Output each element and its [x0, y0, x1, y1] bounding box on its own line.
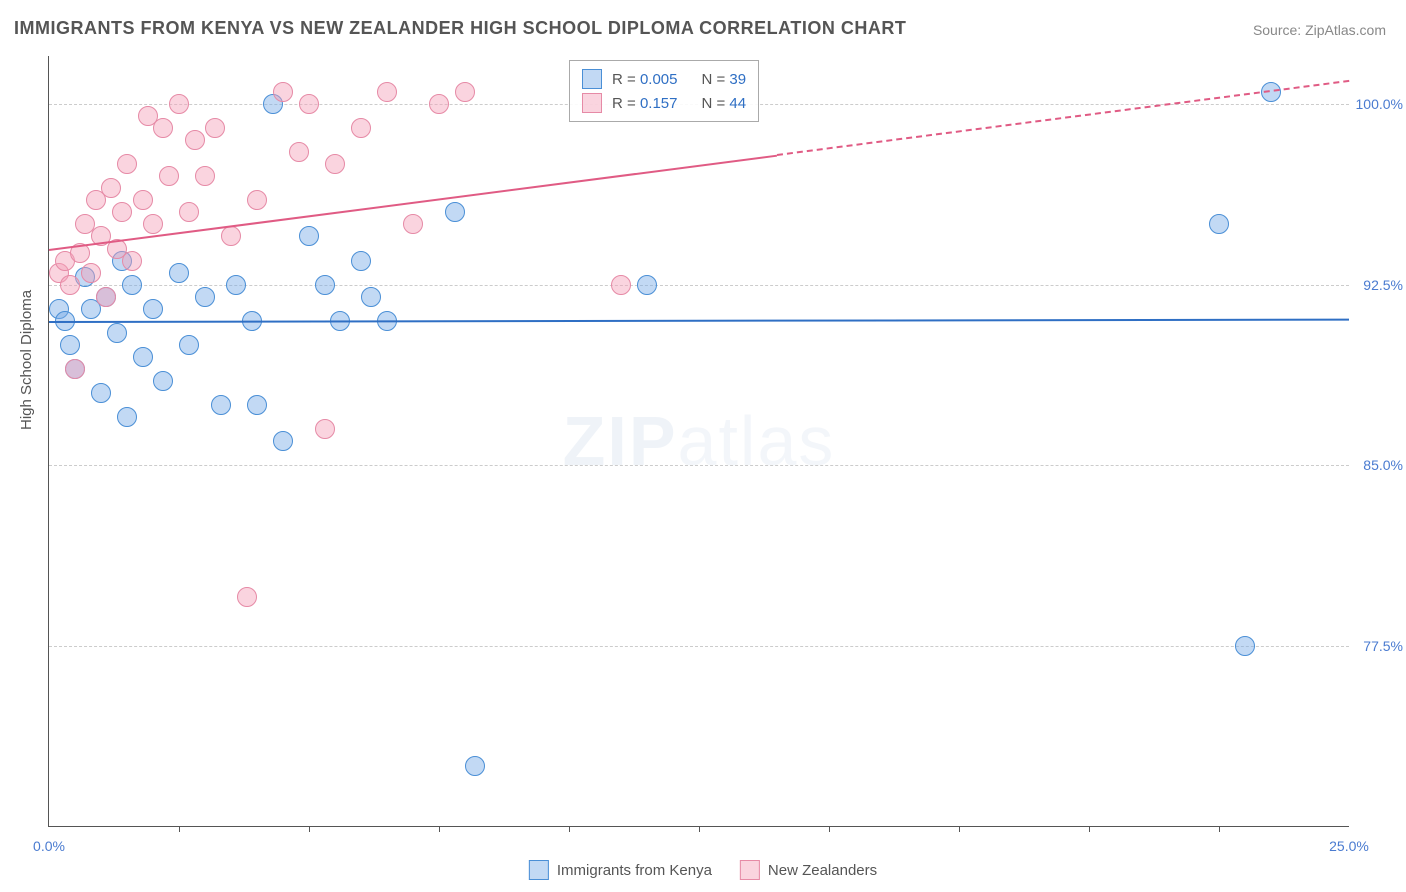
watermark: ZIPatlas — [563, 401, 836, 481]
bottom-legend-item: Immigrants from Kenya — [529, 860, 712, 880]
legend-swatch — [740, 860, 760, 880]
trend-line — [49, 154, 777, 250]
scatter-point — [226, 275, 246, 295]
scatter-point — [325, 154, 345, 174]
scatter-point — [237, 587, 257, 607]
scatter-point — [247, 190, 267, 210]
scatter-point — [455, 82, 475, 102]
x-tick-mark — [569, 826, 570, 832]
scatter-point — [299, 94, 319, 114]
scatter-point — [377, 82, 397, 102]
x-tick-label: 25.0% — [1329, 838, 1369, 854]
scatter-point — [112, 202, 132, 222]
y-axis-label: High School Diploma — [18, 290, 35, 430]
scatter-point — [351, 118, 371, 138]
scatter-point — [179, 335, 199, 355]
legend-r-label: R = 0.005 — [612, 71, 677, 88]
scatter-point — [247, 395, 267, 415]
scatter-point — [153, 371, 173, 391]
scatter-point — [611, 275, 631, 295]
scatter-point — [221, 226, 241, 246]
x-tick-mark — [1089, 826, 1090, 832]
x-tick-mark — [1219, 826, 1220, 832]
x-tick-mark — [309, 826, 310, 832]
legend-row: R = 0.157 N = 44 — [582, 91, 746, 115]
scatter-point — [273, 431, 293, 451]
scatter-point — [91, 383, 111, 403]
y-tick-label: 85.0% — [1353, 457, 1403, 473]
legend-label: New Zealanders — [768, 862, 877, 879]
scatter-point — [273, 82, 293, 102]
scatter-point — [289, 142, 309, 162]
scatter-point — [96, 287, 116, 307]
scatter-point — [637, 275, 657, 295]
scatter-plot: ZIPatlas 100.0%92.5%85.0%77.5%0.0%25.0%R… — [48, 56, 1349, 827]
y-tick-label: 100.0% — [1353, 96, 1403, 112]
x-tick-mark — [179, 826, 180, 832]
x-tick-label: 0.0% — [33, 838, 65, 854]
scatter-point — [65, 359, 85, 379]
chart-title: IMMIGRANTS FROM KENYA VS NEW ZEALANDER H… — [14, 18, 906, 39]
scatter-point — [195, 287, 215, 307]
scatter-point — [361, 287, 381, 307]
scatter-point — [143, 214, 163, 234]
scatter-point — [205, 118, 225, 138]
scatter-point — [169, 94, 189, 114]
scatter-point — [1209, 214, 1229, 234]
x-tick-mark — [829, 826, 830, 832]
x-tick-mark — [959, 826, 960, 832]
gridline — [49, 465, 1349, 466]
legend-n-label: N = 44 — [701, 95, 746, 112]
correlation-legend: R = 0.005 N = 39 R = 0.157 N = 44 — [569, 60, 759, 122]
scatter-point — [211, 395, 231, 415]
scatter-point — [179, 202, 199, 222]
scatter-point — [122, 251, 142, 271]
legend-r-label: R = 0.157 — [612, 95, 677, 112]
bottom-legend-item: New Zealanders — [740, 860, 877, 880]
scatter-point — [465, 756, 485, 776]
legend-label: Immigrants from Kenya — [557, 862, 712, 879]
scatter-point — [159, 166, 179, 186]
scatter-point — [185, 130, 205, 150]
scatter-point — [403, 214, 423, 234]
y-tick-label: 77.5% — [1353, 638, 1403, 654]
scatter-point — [315, 419, 335, 439]
x-tick-mark — [699, 826, 700, 832]
scatter-point — [169, 263, 189, 283]
scatter-point — [153, 118, 173, 138]
legend-row: R = 0.005 N = 39 — [582, 67, 746, 91]
legend-swatch — [582, 93, 602, 113]
scatter-point — [101, 178, 121, 198]
source-label: Source: ZipAtlas.com — [1253, 22, 1386, 38]
legend-swatch — [529, 860, 549, 880]
gridline — [49, 646, 1349, 647]
legend-swatch — [582, 69, 602, 89]
scatter-point — [122, 275, 142, 295]
scatter-point — [429, 94, 449, 114]
scatter-point — [133, 190, 153, 210]
scatter-point — [445, 202, 465, 222]
scatter-point — [81, 263, 101, 283]
trend-line — [777, 80, 1349, 156]
y-tick-label: 92.5% — [1353, 277, 1403, 293]
scatter-point — [60, 275, 80, 295]
scatter-point — [143, 299, 163, 319]
x-tick-mark — [439, 826, 440, 832]
scatter-point — [299, 226, 319, 246]
scatter-point — [117, 407, 137, 427]
scatter-point — [1235, 636, 1255, 656]
scatter-point — [133, 347, 153, 367]
scatter-point — [117, 154, 137, 174]
bottom-legend: Immigrants from Kenya New Zealanders — [529, 860, 877, 880]
scatter-point — [351, 251, 371, 271]
scatter-point — [315, 275, 335, 295]
scatter-point — [107, 323, 127, 343]
scatter-point — [60, 335, 80, 355]
legend-n-label: N = 39 — [701, 71, 746, 88]
scatter-point — [195, 166, 215, 186]
